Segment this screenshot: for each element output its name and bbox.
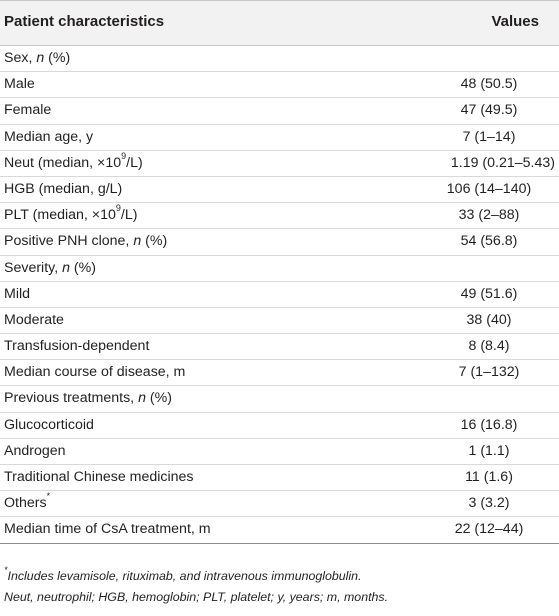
row-label-italic: n (138, 390, 146, 407)
row-value: 11 (1.6) (465, 469, 513, 485)
row-label: Moderate (4, 312, 64, 328)
header-values: Values (491, 13, 539, 30)
row-value: 22 (12–44) (454, 521, 524, 538)
row-label-italic: n (36, 50, 45, 66)
row-label-text: Sex, (4, 50, 37, 66)
row-label-tail: /L) (120, 207, 138, 224)
row-label: Others* (4, 492, 50, 512)
table-row: Positive PNH clone, n (%) 54 (56.8) (0, 229, 559, 256)
row-label: Positive PNH clone, n (%) (4, 233, 167, 249)
row-label-text: Neut (median, ×10 (4, 154, 122, 171)
row-label-text: Mild (4, 285, 31, 302)
row-label-text: PLT (median, ×10 (4, 207, 116, 224)
table-row: Others* 3 (3.2) (0, 491, 559, 518)
row-label-text: Positive PNH clone, (4, 233, 134, 250)
row-label-tail: (%) (44, 50, 71, 66)
row-label: Glucocorticoid (4, 417, 94, 433)
row-label-tail: (%) (141, 233, 168, 250)
row-label: Median time of CsA treatment, m (4, 521, 211, 537)
table-body: Sex, n (%) Male 48 (50.5) Female 47 (49.5) Me… (0, 46, 559, 544)
table-row: Female 47 (49.5) (0, 98, 559, 125)
row-label: PLT (median, ×109/L) (4, 204, 138, 224)
table-row: Transfusion-dependent 8 (8.4) (0, 334, 559, 361)
row-label-italic: n (133, 233, 142, 250)
row-value: 16 (16.8) (460, 416, 518, 433)
row-label-text: HGB (median, g/L) (4, 180, 123, 197)
table-row: HGB (median, g/L) 106 (14–140) (0, 177, 559, 204)
row-value: 1 (1.1) (468, 442, 510, 459)
row-label-text: Transfusion-dependent (4, 338, 150, 355)
table-row: Median age, y 7 (1–14) (0, 125, 559, 151)
row-label: Median age, y (4, 129, 93, 145)
row-label: Median course of disease, m (4, 364, 185, 380)
header-patient-characteristics: Patient characteristics (4, 13, 165, 30)
row-value: 48 (50.5) (460, 76, 518, 93)
row-label: Androgen (4, 443, 66, 459)
row-label-text: Median course of disease, m (4, 364, 186, 381)
row-label: Male (4, 76, 35, 92)
row-label-text: Previous treatments, (4, 390, 139, 407)
row-label-text: Median age, y (4, 128, 94, 145)
row-value: 7 (1–14) (462, 128, 516, 145)
characteristics-table: Patient characteristics Values Sex, n (%… (0, 0, 559, 544)
row-label: Transfusion-dependent (4, 338, 149, 354)
row-label: Neut (median, ×109/L) (4, 152, 143, 171)
table-row: Glucocorticoid 16 (16.8) (0, 413, 559, 439)
table-header: Patient characteristics Values (0, 0, 559, 46)
row-label-text: Androgen (4, 442, 66, 459)
row-value: 38 (40) (466, 311, 512, 328)
row-label-italic: n (62, 259, 70, 276)
row-value: 49 (51.6) (460, 285, 518, 302)
row-label-superscript: 9 (115, 203, 121, 214)
row-value: 54 (56.8) (460, 233, 518, 250)
footnote-others: *Includes levamisole, rituximab, and int… (4, 565, 362, 583)
row-label: HGB (median, g/L) (4, 181, 122, 197)
row-label-text: Glucocorticoid (4, 416, 94, 433)
row-value: 3 (3.2) (468, 495, 510, 512)
row-value: 106 (14–140) (446, 180, 532, 197)
table-row: Median time of CsA treatment, m 22 (12–44… (0, 517, 559, 544)
row-label-text: Others (4, 495, 47, 512)
row-label-text: Female (4, 102, 52, 119)
footnote-marker: * (4, 564, 8, 575)
row-label: Sex, n (%) (4, 50, 70, 66)
row-value: 7 (1–132) (458, 364, 520, 381)
row-label-text: Moderate (4, 311, 64, 328)
table-row: Sex, n (%) (0, 46, 559, 73)
row-label-text: Male (4, 76, 35, 93)
row-label: Severity, n (%) (4, 260, 96, 276)
table-row: Severity, n (%) (0, 256, 559, 282)
table-row: Median course of disease, m 7 (1–132) (0, 360, 559, 387)
row-value: 1.19 (0.21–5.43) (450, 154, 555, 171)
row-label: Traditional Chinese medicines (4, 469, 194, 485)
row-label: Mild (4, 286, 30, 302)
row-label-superscript: * (46, 491, 51, 502)
table-row: Androgen 1 (1.1) (0, 439, 559, 465)
row-value: 8 (8.4) (468, 338, 510, 355)
row-value: 33 (2–88) (458, 207, 520, 224)
row-value: 47 (49.5) (460, 102, 518, 119)
row-label-text: Traditional Chinese medicines (4, 469, 194, 485)
row-label-tail: (%) (69, 259, 96, 276)
table-row: Moderate 38 (40) (0, 308, 559, 335)
row-label-tail: /L) (126, 154, 143, 171)
table-row: PLT (median, ×109/L) 33 (2–88) (0, 203, 559, 230)
footnote-line-1: Includes levamisole, rituximab, and intr… (7, 569, 362, 583)
row-label-text: Median time of CsA treatment, m (4, 521, 211, 538)
table-row: Neut (median, ×109/L) 1.19 (0.21–5.43) (0, 151, 559, 177)
row-label: Female (4, 102, 51, 118)
table-row: Previous treatments, n (%) (0, 386, 559, 413)
row-label-superscript: 9 (121, 151, 127, 162)
row-label-tail: (%) (145, 390, 172, 407)
row-label: Previous treatments, n (%) (4, 390, 172, 406)
footnote-abbreviations: Neut, neutrophil; HGB, hemoglobin; PLT, … (4, 590, 389, 604)
table-row: Mild 49 (51.6) (0, 282, 559, 308)
table-row: Traditional Chinese medicines 11 (1.6) (0, 465, 559, 492)
table-row: Male 48 (50.5) (0, 72, 559, 99)
row-label-text: Severity, (4, 259, 63, 276)
